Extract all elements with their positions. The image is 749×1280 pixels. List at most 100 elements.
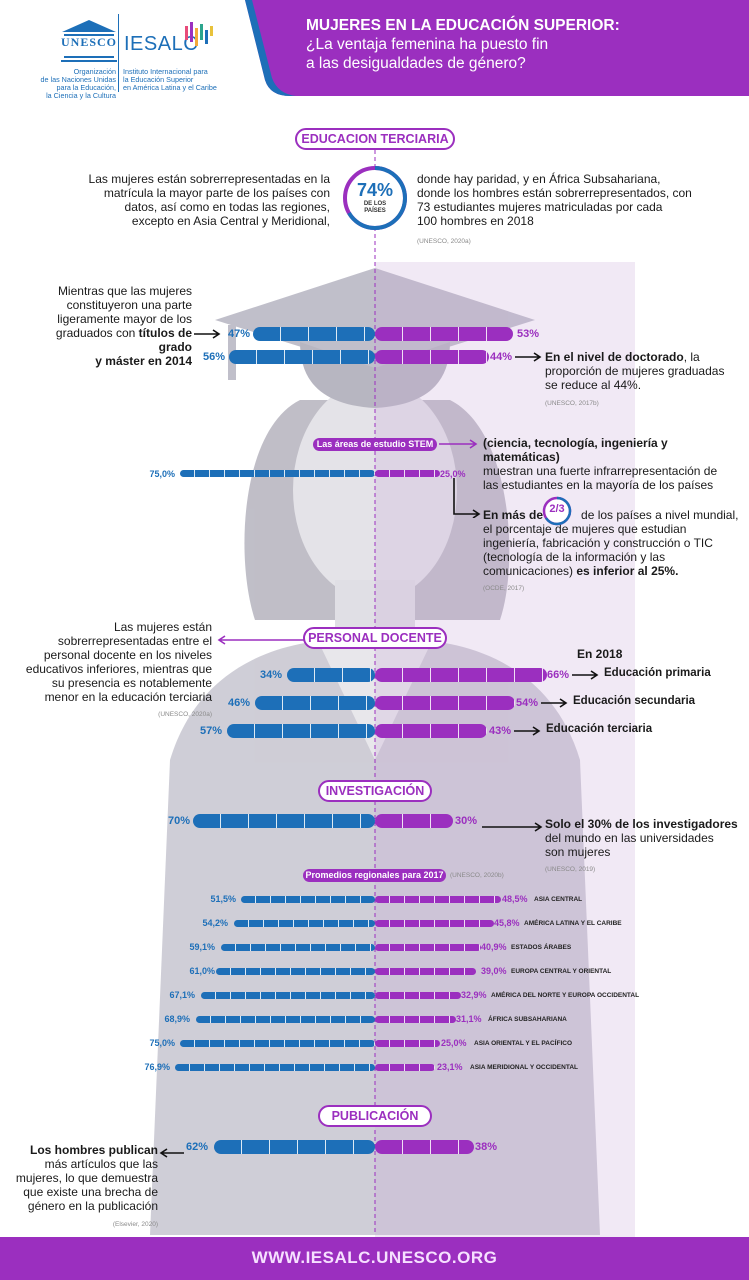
teach-bar-0-men: [286, 668, 375, 682]
region-2-women-bar: [375, 944, 482, 951]
region-5-women-label: 31,1%: [456, 1014, 482, 1024]
grad-bar-0-men: [252, 327, 375, 341]
grad-bar-1-women-label: 44%: [490, 351, 513, 363]
arrow-right-icon: [572, 670, 599, 680]
teach-bar-2-men: [226, 724, 375, 738]
ring-caption: DE LOS PAÍSES: [363, 201, 387, 214]
arrow-right-icon: [194, 329, 221, 339]
region-6-men-label: 75,0%: [149, 1038, 175, 1048]
teach-bar-0-men-label: 34%: [259, 669, 282, 681]
region-6-name: ASIA ORIENTAL Y EL PACÍFICO: [474, 1040, 572, 1047]
region-1-name: AMÉRICA LATINA Y EL CARIBE: [524, 920, 622, 927]
percentage-ring-icon: [343, 166, 407, 230]
grad-bar-0-women-label: 53%: [517, 328, 540, 340]
region-7-men-label: 76,9%: [144, 1062, 170, 1072]
region-4-men-label: 67,1%: [169, 990, 195, 1000]
tertiary-right-text: donde hay paridad, y en África Subsahari…: [417, 172, 692, 228]
arrow-right-icon: [541, 698, 568, 708]
stem-right-text: (ciencia, tecnología, ingeniería y matem…: [483, 436, 718, 492]
tertiary-source: (UNESCO, 2020a): [417, 238, 471, 245]
arrow-left-icon: [159, 1148, 184, 1158]
arrow-right-icon: [515, 352, 542, 362]
region-7-women-bar: [375, 1064, 436, 1071]
region-1-women-label: 45,8%: [494, 918, 520, 928]
grad-bar-1-men-label: 56%: [202, 351, 225, 363]
iesalc-colorbars-icon: [185, 22, 213, 46]
region-2-men-bar: [221, 944, 375, 951]
region-3-men-bar: [216, 968, 375, 975]
grad-bar-1-men: [229, 350, 375, 364]
region-3-men-label: 61,0%: [189, 966, 215, 976]
teach-bar-1-women-label: 54%: [516, 697, 539, 709]
iesalc-caption: Instituto Internacional para la Educació…: [123, 67, 217, 92]
research-men-label: 70%: [167, 815, 190, 827]
research-right-text: Solo el 30% de los investigadores del mu…: [545, 817, 738, 859]
region-2-men-label: 59,1%: [189, 942, 215, 952]
region-6-women-label: 25,0%: [441, 1038, 467, 1048]
region-7-men-bar: [175, 1064, 375, 1071]
region-0-women-label: 48,5%: [502, 894, 528, 904]
teach-bar-1-level: Educación secundaria: [573, 695, 696, 707]
publication-left-text: Los hombres publican más artículos que l…: [15, 1143, 158, 1213]
region-4-women-label: 32,9%: [461, 990, 487, 1000]
pub-bar-women: [375, 1140, 474, 1154]
stem-bar-men: [180, 470, 375, 477]
grad-bar-0-men-label: 47%: [227, 328, 250, 340]
footer-band: WWW.IESALC.UNESCO.ORG: [0, 1237, 749, 1280]
region-0-women-bar: [375, 896, 502, 903]
region-2-name: ESTADOS ÁRABES: [511, 944, 572, 951]
research-bar-women: [375, 814, 453, 828]
region-3-women-label: 39,0%: [481, 966, 507, 976]
teaching-source: (UNESCO, 2020a): [158, 711, 212, 718]
stem-women-label: 25,0%: [440, 469, 466, 479]
header-background: [245, 0, 749, 96]
arrow-right-icon: [482, 822, 543, 832]
teach-bar-0-women-label: 66%: [547, 669, 570, 681]
region-0-name: ASIA CENTRAL: [534, 896, 583, 903]
iesalc-wordmark: IESALC: [124, 33, 199, 55]
region-4-name: AMÉRICA DEL NORTE Y EUROPA OCCIDENTAL: [491, 992, 640, 999]
teach-bar-2-women-label: 43%: [489, 725, 512, 737]
region-5-name: ÁFRICA SUBSAHARIANA: [488, 1016, 567, 1023]
ring-value: 74%: [356, 180, 394, 200]
footer-url-link[interactable]: WWW.IESALC.UNESCO.ORG: [251, 1248, 498, 1267]
fraction-ring-icon: [542, 496, 572, 526]
teach-bar-1-men: [255, 696, 375, 710]
region-5-men-label: 68,9%: [164, 1014, 190, 1024]
page-title: MUJERES EN LA EDUCACIÓN SUPERIOR: ¿La ve…: [306, 17, 620, 72]
pub-bar-men: [213, 1140, 375, 1154]
teach-bar-1-men-label: 46%: [227, 697, 250, 709]
tertiary-left-text: Las mujeres están sobrerrepresentadas en…: [88, 172, 330, 228]
unesco-temple-logo: [61, 20, 117, 62]
region-7-name: ASIA MERIDIONAL Y OCCIDENTAL: [470, 1064, 578, 1071]
unesco-caption: Organización de las Naciones Unidas para…: [40, 67, 116, 100]
teach-bar-0-level: Educación primaria: [604, 667, 711, 679]
region-4-women-bar: [375, 992, 461, 999]
stem-men-label: 75,0%: [149, 469, 175, 479]
region-2-women-label: 40,9%: [481, 942, 507, 952]
region-6-women-bar: [375, 1040, 440, 1047]
regional-pill: Promedios regionales para 2017: [303, 869, 446, 882]
arrow-elbow-icon: [453, 478, 481, 518]
publication-source: (Elsevier, 2020): [112, 1221, 158, 1228]
stem-source: (OCDE, 2017): [483, 585, 525, 592]
region-0-men-label: 51,5%: [210, 894, 236, 904]
teach-bar-0-women: [375, 668, 547, 682]
stem-pill: Las áreas de estudio STEM: [313, 438, 437, 451]
doctorate-source: (UNESCO, 2017b): [545, 400, 599, 407]
region-5-women-bar: [375, 1016, 456, 1023]
logo-divider: [118, 14, 119, 92]
region-0-men-bar: [241, 896, 375, 903]
teaching-heading: PERSONAL DOCENTE: [303, 627, 447, 649]
region-3-women-bar: [375, 968, 477, 975]
stem-bar-women: [375, 470, 440, 477]
region-7-women-label: 23,1%: [437, 1062, 463, 1072]
header-band: UNESCO Organización de las Naciones Unid…: [0, 0, 749, 100]
region-6-men-bar: [180, 1040, 375, 1047]
research-source: (UNESCO, 2019): [545, 866, 596, 873]
graduates-left-text: Mientras que las mujeres constituyeron u…: [55, 284, 192, 368]
teach-bar-2-men-label: 57%: [199, 725, 222, 737]
region-4-men-bar: [200, 992, 375, 999]
publication-heading: PUBLICACIÓN: [318, 1105, 432, 1127]
